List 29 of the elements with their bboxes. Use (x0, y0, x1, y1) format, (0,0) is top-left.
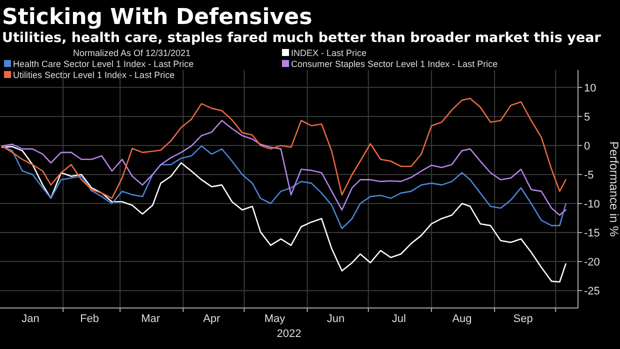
legend-title: Normalized As Of 12/31/2021 (73, 48, 191, 58)
legend-label: Consumer Staples Sector Level 1 Index - Last Price (291, 59, 498, 69)
x-tick-label: Jan (22, 313, 40, 325)
y-tick-label: 5 (584, 111, 590, 124)
legend-label: Health Care Sector Level 1 Index - Last Price (13, 59, 194, 69)
chart-title: Sticking With Defensives (2, 5, 312, 30)
x-tick-label: Feb (80, 313, 100, 325)
y-tick-label: 0 (584, 140, 590, 152)
legend-label: Utilities Sector Level 1 Index - Last Price (13, 70, 175, 80)
x-tick-label: Jun (326, 313, 345, 325)
x-tick-label: Aug (452, 313, 472, 325)
x-tick-label: May (264, 313, 286, 325)
line-series (1, 98, 566, 199)
line-series (1, 120, 566, 216)
x-tick-label: Jul (392, 313, 406, 325)
y-tick-label: -5 (584, 169, 594, 182)
x-axis-title: 2022 (276, 328, 302, 340)
x-tick-label: Mar (141, 313, 160, 325)
y-tick-label: -25 (584, 286, 600, 298)
chart-subtitle: Utilities, health care, staples fared much better than broader market this year (2, 30, 602, 46)
y-tick-label: 10 (584, 82, 596, 94)
y-tick-label: -20 (584, 256, 600, 269)
y-tick-label: -10 (584, 198, 600, 211)
x-tick-label: Sep (513, 313, 533, 325)
y-axis-title: Performance in % (607, 141, 620, 238)
x-tick-label: Apr (203, 313, 221, 325)
line-series (1, 146, 566, 283)
legend-label: INDEX - Last Price (291, 48, 367, 58)
y-tick-label: -15 (584, 228, 600, 240)
